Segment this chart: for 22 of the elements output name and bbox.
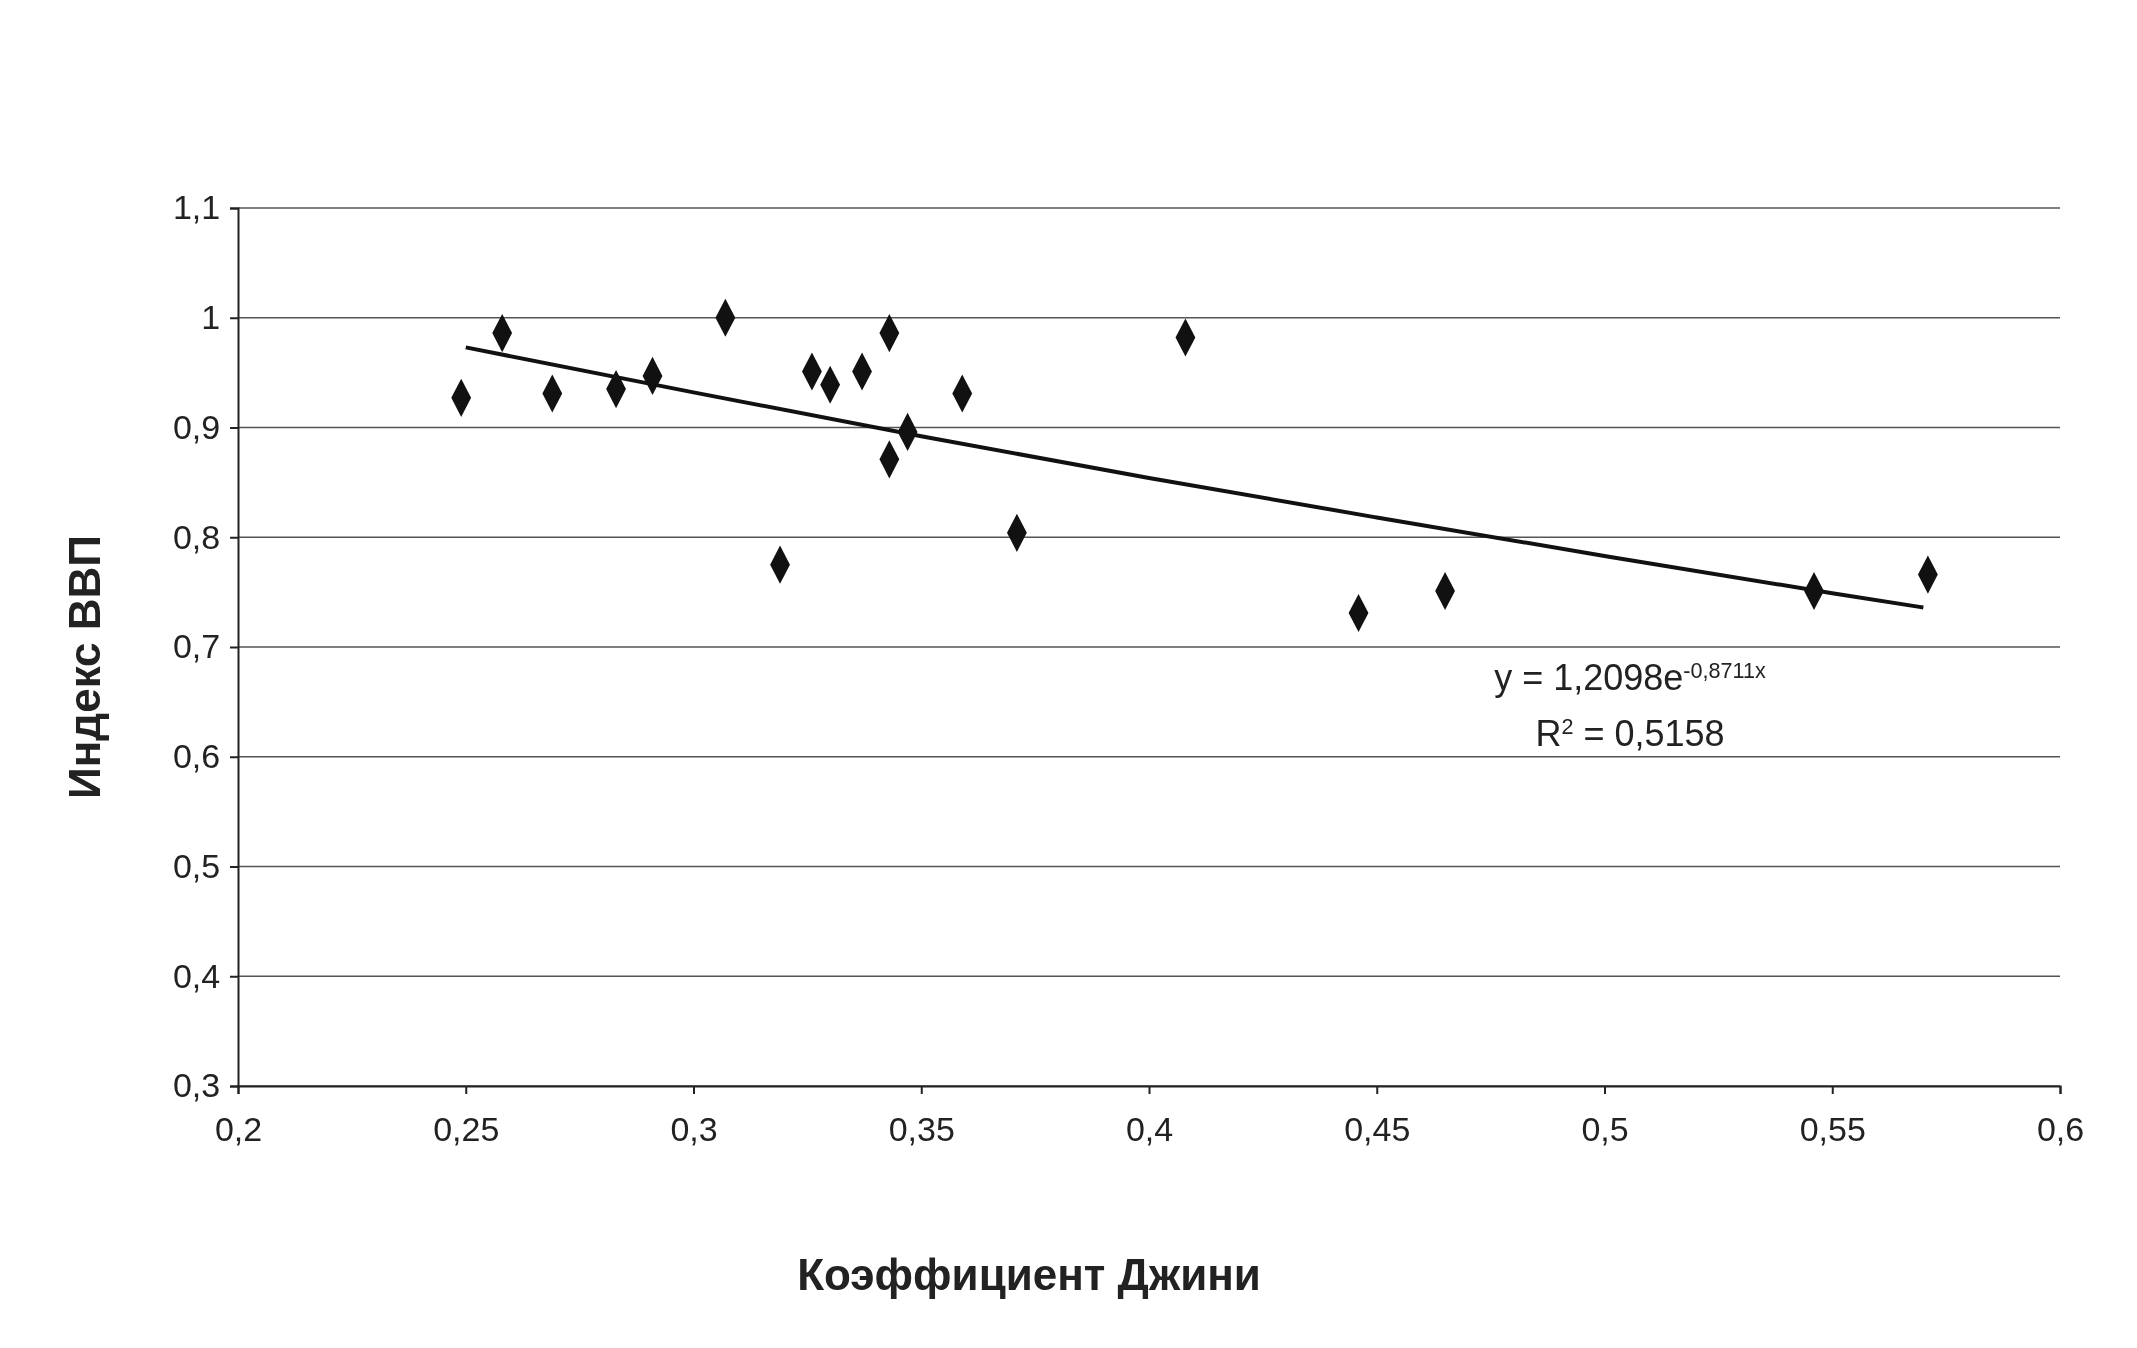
x-tick-label: 0,35 <box>888 1110 955 1149</box>
x-tick-label: 0,3 <box>670 1110 718 1149</box>
x-tick-label: 0,25 <box>433 1110 500 1149</box>
y-tick-label: 0,4 <box>172 956 221 995</box>
y-tick-label: 0,8 <box>172 517 221 556</box>
x-tick-label: 0,2 <box>214 1110 263 1149</box>
x-tick-label: 0,55 <box>1799 1110 1866 1149</box>
y-tick-label: 1,1 <box>172 188 221 227</box>
x-tick-label: 0,5 <box>1581 1110 1629 1149</box>
x-axis-title: Коэффициент Джини <box>797 1250 1261 1299</box>
y-axis-title: Индекс ВВП <box>60 535 109 799</box>
annotation: R$^{2}$ = 0,5158 <box>1535 713 1725 754</box>
y-tick-label: 0,5 <box>172 846 221 885</box>
x-tick-label: 0,45 <box>1344 1110 1411 1149</box>
y-tick-label: 1 <box>201 298 221 337</box>
y-tick-label: 0,3 <box>172 1066 221 1105</box>
x-tick-label: 0,4 <box>1125 1110 1174 1149</box>
annotation: y = 1,2098e$^{-0,8711x}$ <box>1494 657 1766 698</box>
x-tick-label: 0,6 <box>2036 1110 2085 1149</box>
y-tick-label: 0,6 <box>172 737 221 776</box>
y-tick-label: 0,7 <box>172 627 221 666</box>
y-tick-label: 0,9 <box>172 407 221 446</box>
